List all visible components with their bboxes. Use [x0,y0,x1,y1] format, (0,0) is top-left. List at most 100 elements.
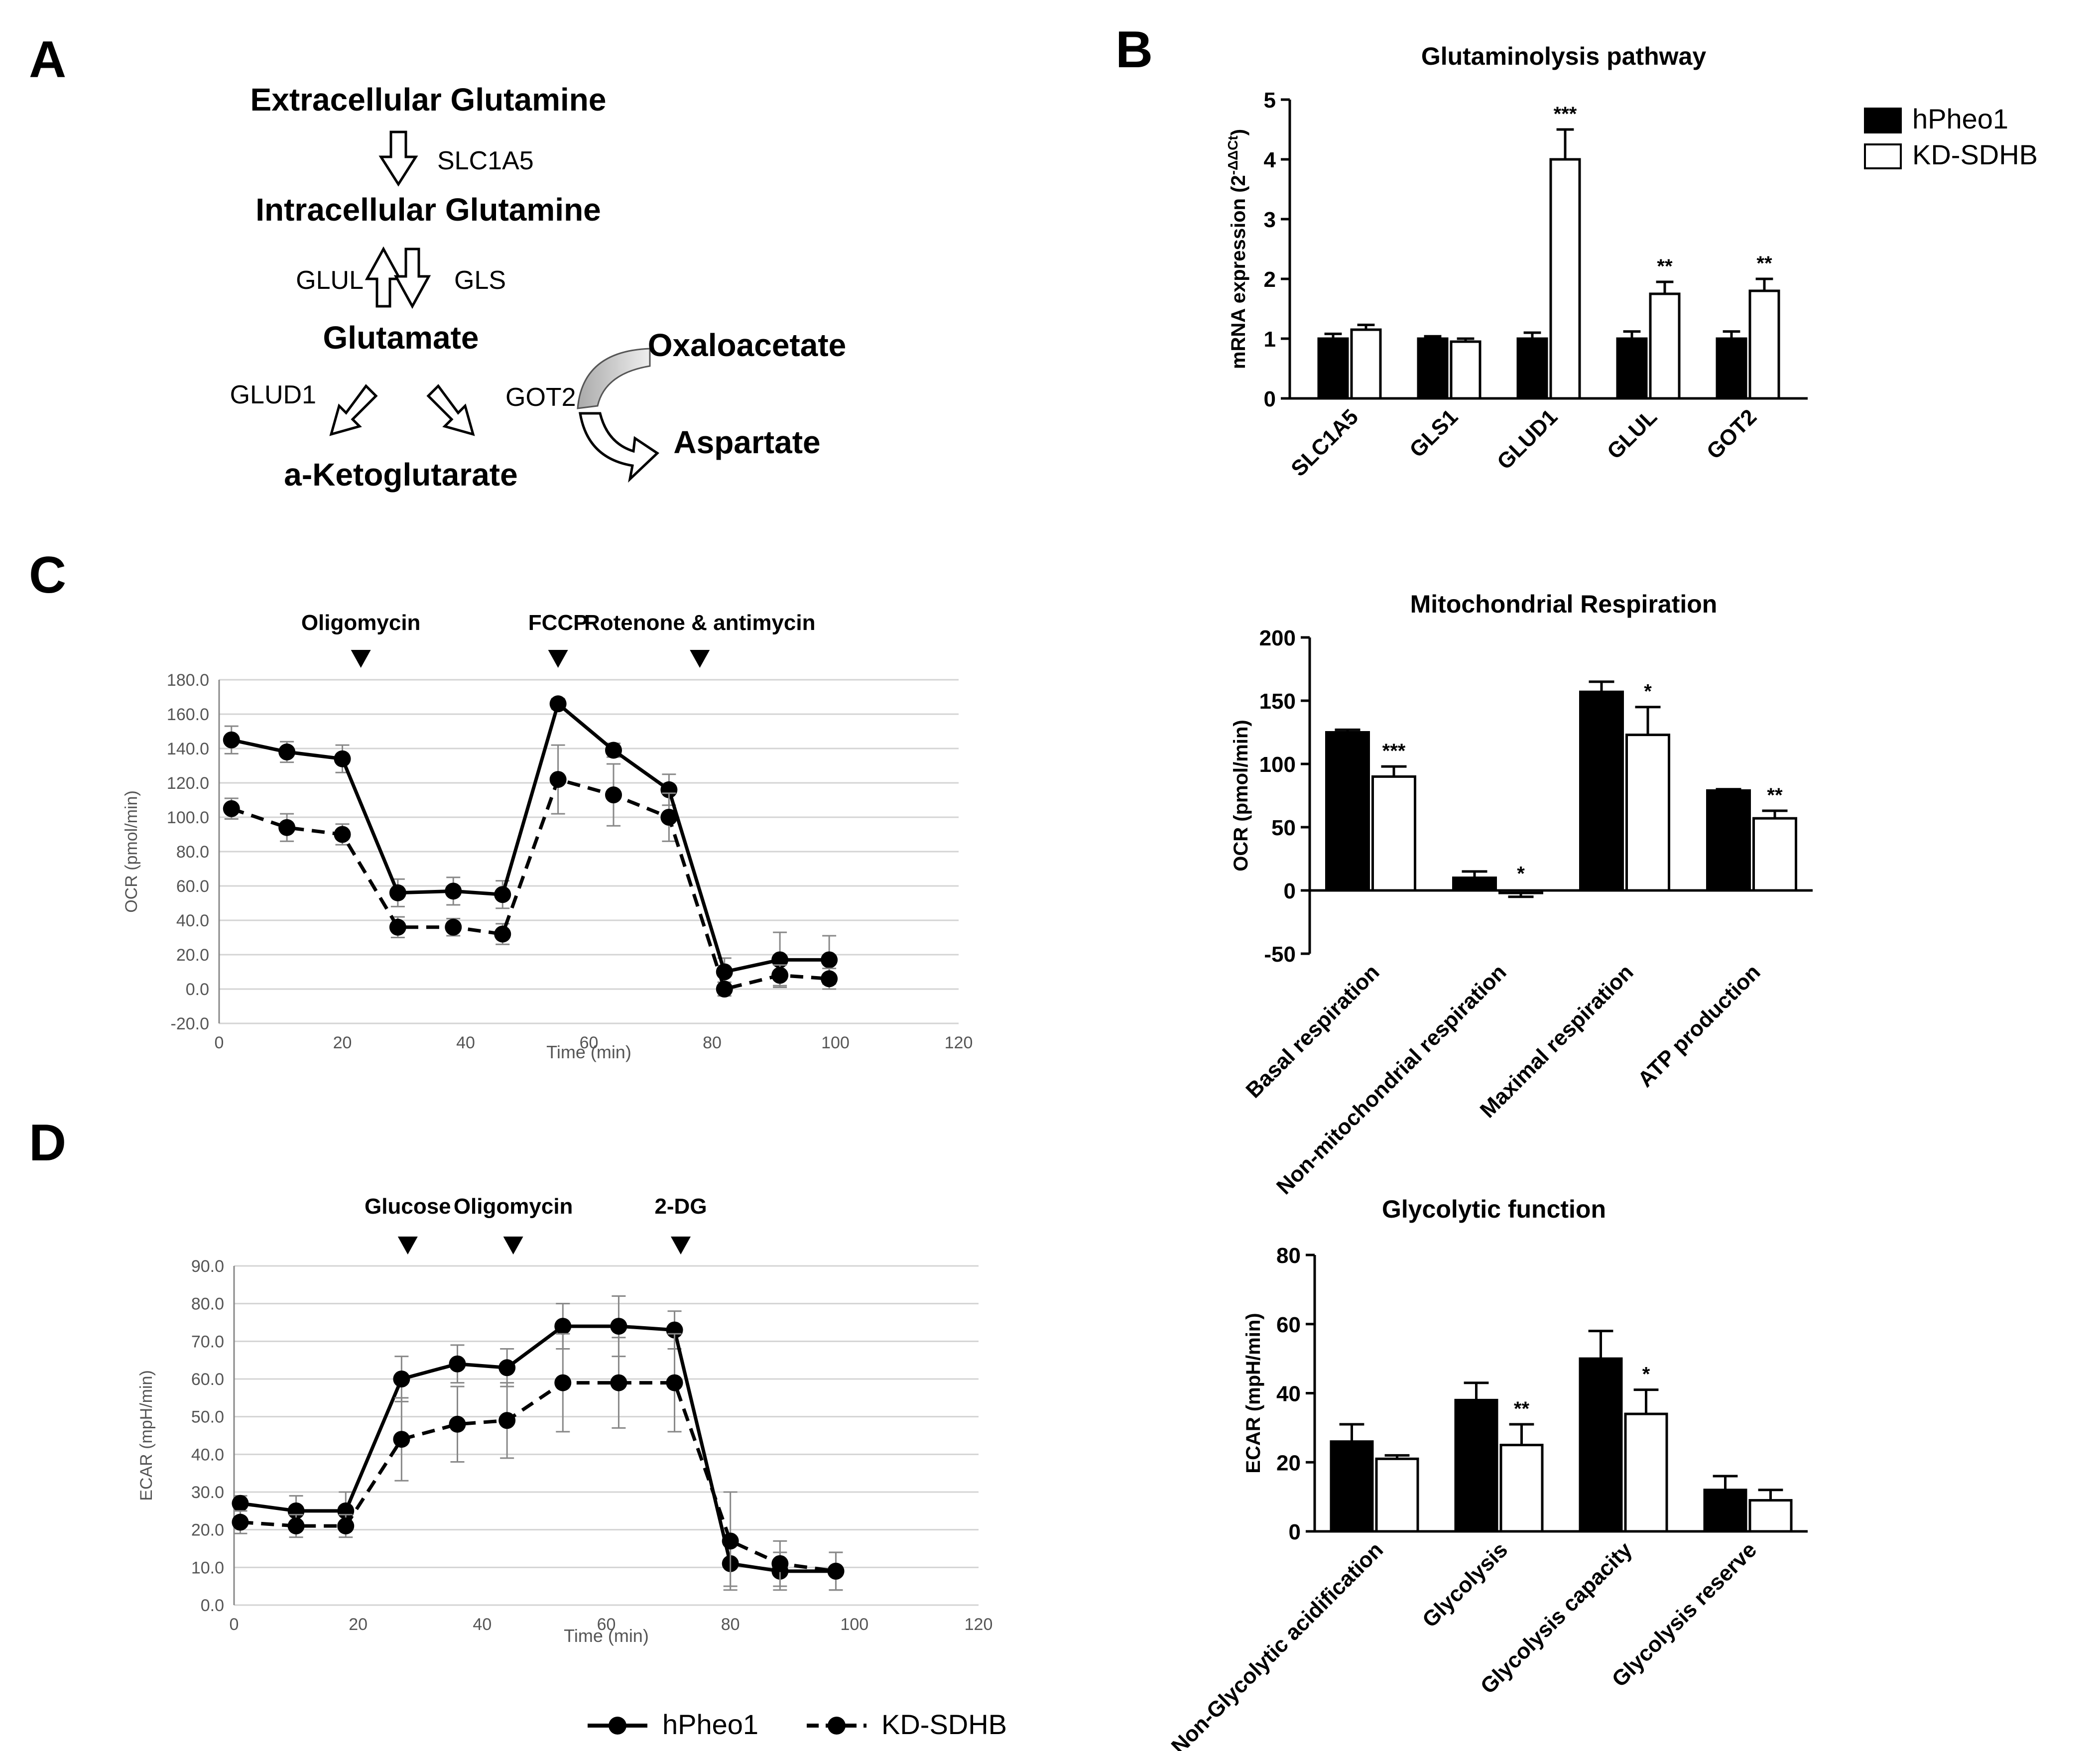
y-tick-label: 150 [1259,689,1296,714]
y-tick-label: 5 [1264,88,1276,113]
data-point-kd-sdhb [287,1517,305,1535]
y-axis-label: ECAR (mpH/min) [137,1370,156,1501]
data-point-hpheo1 [554,1318,572,1335]
x-category-label: Glycolysis [1418,1537,1512,1632]
panel-letter-a: A [29,31,66,89]
curved-arrow-head-icon [579,412,659,483]
data-point-hpheo1 [494,886,511,903]
y-tick-label: 100 [1259,752,1296,777]
panel-letter-c: C [29,546,66,604]
data-point-hpheo1 [660,781,678,798]
x-category-label: Non-Glycolytic acidification [1167,1537,1388,1751]
data-point-kd-sdhb [337,1517,355,1535]
metabolite-glutamate: Glutamate [323,320,479,356]
data-point-kd-sdhb [660,809,678,826]
y-tick-label: 0 [1264,387,1276,411]
chart-mitochondrial-respiration: Mitochondrial Respiration -50 0 50 100 150 200… [1230,590,1813,1199]
x-tick-label: 40 [456,1033,475,1052]
y-axis-label: OCR (pmol/min) [1230,720,1252,871]
data-point-kd-sdhb [389,918,406,936]
y-tick-label: 120.0 [167,774,209,793]
bar-kd-sdhb [1549,158,1581,400]
legend-label-kd-sdhb: KD-SDHB [1912,139,2038,170]
panel-letter-b: B [1115,21,1153,79]
y-tick-label: 2 [1264,267,1276,292]
y-tick-label: 4 [1264,148,1276,172]
x-category-label: GLUL [1603,404,1662,464]
x-tick-label: 120 [945,1033,973,1052]
data-point-kd-sdhb [393,1431,410,1448]
chart-title: Glycolytic function [1382,1195,1606,1223]
bar-kd-sdhb [1350,328,1382,400]
legend-swatch-kd-sdhb [1864,143,1902,169]
y-tick-label: 80 [1276,1244,1301,1268]
x-tick-label: 60 [580,1033,599,1052]
x-category-label: Basal respiration [1241,960,1384,1103]
y-tick-label: 10.0 [191,1558,224,1577]
y-tick-label: 140.0 [167,740,209,758]
y-tick-label: 50 [1271,816,1296,840]
y-tick-label: 90.0 [191,1257,224,1276]
injection-label: Oligomycin [454,1194,573,1219]
data-point-kd-sdhb [554,1374,572,1391]
bar-hpheo1 [1330,1440,1374,1533]
y-tick-label: 0 [1289,1520,1301,1544]
metabolite-oxaloacetate: Oxaloacetate [648,327,846,363]
chart-glycolytic-function: Glycolytic function 0 20 40 60 80 ECAR (mpH/mi… [1167,1195,1808,1751]
x-category-label: Non-mitochondrial respiration [1272,960,1511,1199]
chart-ecar-timecourse: 0.0 10.0 20.0 30.0 40.0 50.0 60.0 70.0 80.0 90.0 0… [137,1194,992,1646]
injection-label: Oligomycin [301,611,421,635]
series-line-hpheo1 [231,702,830,974]
arrow-up-icon [365,246,402,308]
data-point-hpheo1 [278,743,296,760]
metabolite-intracellular-glutamine: Intracellular Glutamine [255,192,601,228]
data-point-hpheo1 [498,1359,516,1376]
y-tick-label: 80.0 [191,1295,224,1314]
y-tick-label: 40.0 [176,911,209,930]
data-point-hpheo1 [389,884,406,901]
data-point-hpheo1 [223,731,240,749]
injection-marker-icon [548,650,568,668]
y-axis-label: ECAR (mpH/min) [1242,1313,1264,1473]
significance-label: *** [1554,103,1577,125]
bar-hpheo1 [1317,337,1349,400]
injection-marker-icon [671,1237,691,1254]
x-tick-label: 80 [721,1615,740,1634]
y-tick-label: 160.0 [167,705,209,724]
y-tick-label: 80.0 [176,843,209,862]
data-point-kd-sdhb [334,826,351,843]
series-line-kd-sdhb [231,777,830,991]
x-axis-label: Time (min) [564,1626,649,1646]
bar-hpheo1 [1579,1357,1623,1533]
data-point-hpheo1 [716,963,733,981]
y-tick-label: 50.0 [191,1408,224,1427]
metabolite-aspartate: Aspartate [673,424,820,460]
chart-title: Glutaminolysis pathway [1421,42,1707,70]
x-tick-label: 0 [215,1033,224,1052]
y-tick-label: 20.0 [191,1521,224,1540]
bar-kd-sdhb [1625,734,1670,892]
data-point-kd-sdhb [223,800,240,817]
bar-hpheo1 [1417,337,1449,400]
y-axis-label-superscript: -ΔΔCt [1225,135,1240,175]
y-tick-label: 0 [1284,879,1296,903]
y-tick-label: 60.0 [191,1370,224,1389]
data-point-hpheo1 [605,742,622,759]
x-tick-label: 100 [821,1033,850,1052]
data-point-kd-sdhb [722,1532,739,1550]
y-tick-label: -50 [1264,942,1296,967]
legend-bottom: hPheo1 KD-SDHB [588,1709,1007,1740]
x-tick-label: 20 [349,1615,368,1634]
legend-label-kd-sdhb: KD-SDHB [881,1709,1007,1740]
data-point-kd-sdhb [232,1513,249,1531]
enzyme-got2: GOT2 [505,383,576,412]
injection-marker-icon [351,650,371,668]
injection-marker-icon [690,650,710,668]
injection-label: Rotenone & antimycin [584,611,816,635]
bar-hpheo1 [1703,1489,1747,1533]
bar-kd-sdhb [1371,775,1416,892]
bar-kd-sdhb [1752,817,1797,892]
y-tick-label: 30.0 [191,1483,224,1502]
y-tick-label: 40.0 [191,1445,224,1464]
